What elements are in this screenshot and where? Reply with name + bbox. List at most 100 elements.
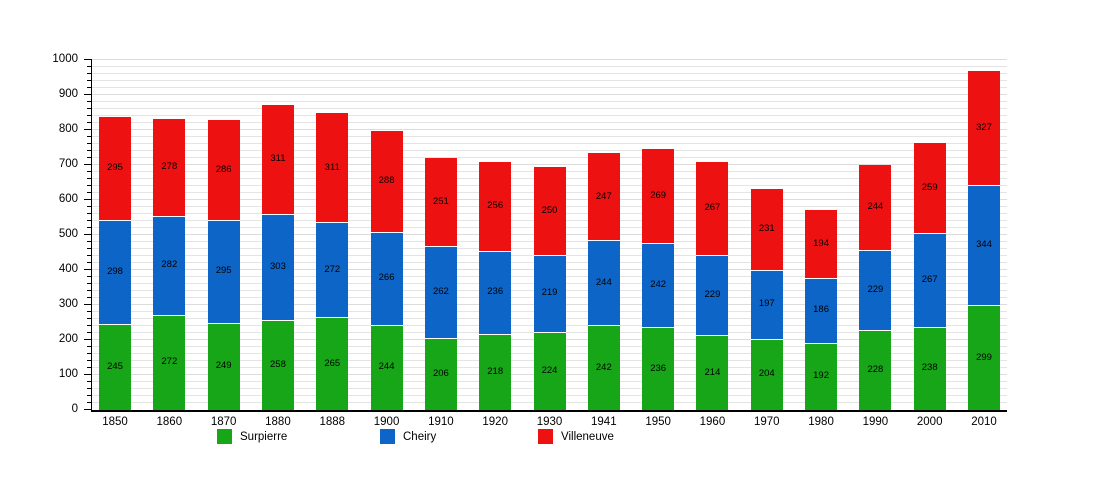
bar-segment-cheiry-1941: 244	[587, 239, 620, 326]
bar-segment-surpierre-1870: 249	[207, 322, 240, 410]
legend-label-villeneuve: Villeneuve	[561, 430, 614, 443]
gridline	[92, 59, 1007, 60]
y-axis-tick	[87, 178, 92, 179]
y-axis-tick-label: 700	[58, 158, 78, 170]
y-axis-tick	[87, 101, 92, 102]
bar-value-label: 251	[432, 196, 449, 208]
y-axis-tick	[87, 297, 92, 298]
bar-segment-surpierre-1860: 272	[153, 314, 186, 410]
bar-segment-cheiry-1960: 229	[696, 254, 729, 336]
y-axis-tick	[87, 360, 92, 361]
gridline	[92, 150, 1007, 151]
y-axis-tick	[84, 339, 92, 340]
bar-segment-villeneuve-1860: 278	[153, 118, 186, 217]
bar-1970: 204 197 231	[750, 188, 783, 410]
bar-1990: 228 229 244	[859, 164, 892, 410]
bar-segment-villeneuve-1970: 231	[750, 188, 783, 270]
bar-value-label: 244	[378, 361, 395, 373]
bar-value-label: 194	[813, 237, 829, 249]
bar-value-label: 256	[487, 200, 504, 212]
x-axis-tick-label: 1870	[210, 416, 237, 428]
y-axis-tick	[87, 115, 92, 116]
y-axis-tick-label: 900	[58, 88, 78, 100]
bar-value-label: 236	[487, 286, 504, 298]
bar-value-label: 244	[867, 201, 884, 213]
bar-value-label: 311	[324, 161, 340, 173]
y-axis-tick	[87, 122, 92, 123]
bar-segment-cheiry-1880: 303	[261, 213, 294, 320]
bar-segment-surpierre-1850: 245	[99, 324, 131, 410]
x-axis-tick-label: 2000	[916, 416, 943, 428]
y-axis-tick	[87, 143, 92, 144]
bar-segment-cheiry-1970: 197	[750, 269, 783, 339]
bar-segment-cheiry-1870: 295	[207, 219, 240, 323]
y-axis-tick	[87, 108, 92, 109]
y-axis-tick	[87, 395, 92, 396]
bar-segment-villeneuve-1880: 311	[261, 104, 294, 214]
bar-segment-villeneuve-1960: 267	[696, 161, 729, 255]
y-axis-tick	[84, 234, 92, 235]
legend-item-cheiry: Cheiry	[380, 429, 436, 444]
bar-value-label: 299	[976, 351, 992, 363]
y-axis-tick	[87, 388, 92, 389]
bar-value-label: 311	[270, 153, 286, 165]
bar-value-label: 288	[378, 175, 395, 187]
y-axis-tick	[87, 157, 92, 158]
bar-value-label: 186	[813, 304, 829, 316]
y-axis-tick	[87, 80, 92, 81]
bar-segment-surpierre-1960: 214	[696, 335, 729, 410]
bar-segment-cheiry-1980: 186	[805, 277, 838, 343]
x-axis-tick-label: 1930	[536, 416, 563, 428]
bar-segment-villeneuve-1920: 256	[479, 161, 512, 252]
bar-value-label: 219	[541, 287, 558, 299]
bar-segment-villeneuve-1950: 269	[642, 148, 675, 243]
bar-segment-cheiry-1930: 219	[533, 254, 566, 332]
y-axis-tick	[84, 199, 92, 200]
y-axis-tick	[87, 290, 92, 291]
y-axis-tick	[87, 241, 92, 242]
y-axis-tick	[84, 59, 92, 60]
bar-segment-villeneuve-1900: 288	[370, 130, 403, 232]
y-axis-tick	[84, 269, 92, 270]
bar-1930: 224 219 250	[533, 167, 566, 410]
legend-item-villeneuve: Villeneuve	[538, 429, 614, 444]
gridline	[92, 73, 1007, 74]
bar-segment-villeneuve-1980: 194	[805, 209, 838, 278]
y-axis-tick	[87, 192, 92, 193]
x-axis-tick-label: 1941	[591, 416, 617, 428]
y-axis-tick	[84, 94, 92, 95]
y-axis-tick	[87, 136, 92, 137]
bar-value-label: 344	[976, 239, 992, 251]
bar-segment-surpierre-1888: 265	[316, 317, 349, 410]
y-axis-tick	[87, 262, 92, 263]
gridline	[92, 87, 1007, 88]
y-axis-tick	[87, 402, 92, 403]
bar-value-label: 250	[541, 205, 558, 217]
y-axis-tick	[87, 353, 92, 354]
bar-value-label: 229	[867, 284, 884, 296]
bar-1941: 242 244 247	[587, 153, 620, 410]
bar-segment-villeneuve-1870: 286	[207, 119, 240, 220]
bar-segment-surpierre-1920: 218	[479, 333, 512, 410]
bar-segment-surpierre-1970: 204	[750, 338, 783, 410]
bar-value-label: 242	[595, 361, 612, 373]
bar-segment-cheiry-2000: 267	[913, 233, 946, 327]
x-axis-tick-label: 1950	[645, 416, 671, 428]
bar-value-label: 327	[976, 121, 992, 133]
y-axis-tick	[87, 332, 92, 333]
gridline	[92, 129, 1007, 130]
y-axis-tick	[87, 66, 92, 67]
bar-segment-surpierre-1910: 206	[424, 337, 457, 410]
bar-value-label: 272	[161, 356, 178, 368]
bar-value-label: 238	[921, 362, 938, 374]
bar-1880: 258 303 311	[261, 104, 294, 410]
bar-2010: 299 344 327	[968, 70, 1000, 410]
bar-segment-villeneuve-1941: 247	[587, 153, 620, 240]
bar-value-label: 272	[324, 263, 341, 275]
bar-value-label: 247	[595, 190, 612, 202]
bar-value-label: 204	[758, 368, 775, 380]
villeneuve-color-swatch	[538, 429, 553, 444]
bar-segment-villeneuve-2000: 259	[913, 142, 946, 234]
y-axis-tick-label: 300	[58, 298, 78, 310]
gridline	[92, 164, 1007, 165]
